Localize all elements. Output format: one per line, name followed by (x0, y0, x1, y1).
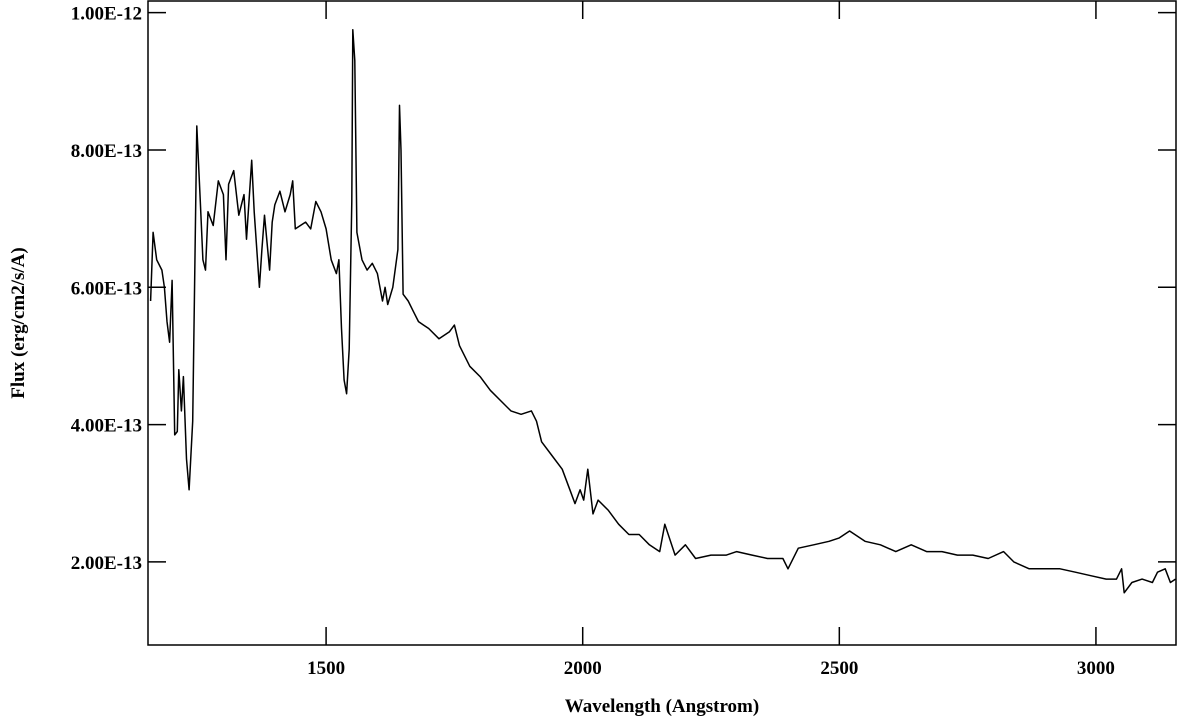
y-tick-label: 1.00E-12 (71, 4, 142, 25)
y-axis-label: Flux (erg/cm2/s/A) (8, 247, 29, 398)
y-tick-label: 6.00E-13 (71, 278, 142, 299)
y-tick-label: 2.00E-13 (71, 553, 142, 574)
plot-frame (147, 0, 1177, 646)
y-tick-label: 8.00E-13 (71, 141, 142, 162)
y-tick-label: 4.00E-13 (71, 416, 142, 437)
x-tick-label: 1500 (307, 658, 345, 679)
x-tick-label: 2500 (820, 658, 858, 679)
x-tick-label: 3000 (1077, 658, 1115, 679)
x-axis-label: Wavelength (Angstrom) (565, 696, 759, 717)
x-tick-label: 2000 (564, 658, 602, 679)
spectrum-line (149, 29, 1176, 594)
